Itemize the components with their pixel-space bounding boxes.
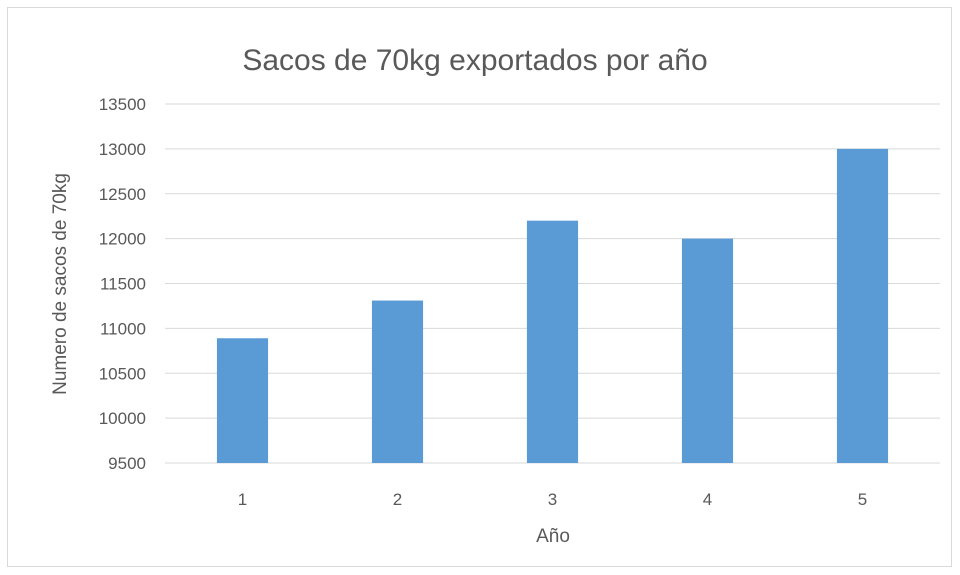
x-tick-label: 1 <box>238 490 247 509</box>
y-tick-label: 11500 <box>100 275 146 294</box>
y-tick-label: 9500 <box>108 454 146 473</box>
bars <box>216 148 889 463</box>
chart-title: Sacos de 70kg exportados por año <box>242 44 707 77</box>
y-tick-label: 13000 <box>99 140 146 159</box>
y-tick-label: 13500 <box>99 95 146 114</box>
chart-frame <box>7 7 952 567</box>
y-tick-label: 10500 <box>99 364 146 383</box>
y-tick-label: 12000 <box>99 230 146 249</box>
x-tick-label: 2 <box>393 490 402 509</box>
bar-5 <box>836 148 889 463</box>
bar-1 <box>216 338 269 463</box>
y-axis-ticks: 9500 10000 10500 11000 11500 12000 12500 13000 1… <box>99 95 146 473</box>
y-axis-label: Numero de sacos de 70kg <box>50 173 71 395</box>
y-tick-label: 11000 <box>100 319 146 338</box>
x-tick-label: 4 <box>703 490 712 509</box>
x-axis-label: Año <box>536 526 570 547</box>
x-axis-ticks: 1 2 3 4 5 <box>238 490 867 509</box>
x-tick-label: 3 <box>548 490 557 509</box>
x-tick-label: 5 <box>858 490 867 509</box>
bar-2 <box>371 300 424 463</box>
bar-4 <box>681 238 734 463</box>
y-tick-label: 10000 <box>99 409 146 428</box>
y-tick-label: 12500 <box>99 185 146 204</box>
bar-3 <box>526 220 579 463</box>
